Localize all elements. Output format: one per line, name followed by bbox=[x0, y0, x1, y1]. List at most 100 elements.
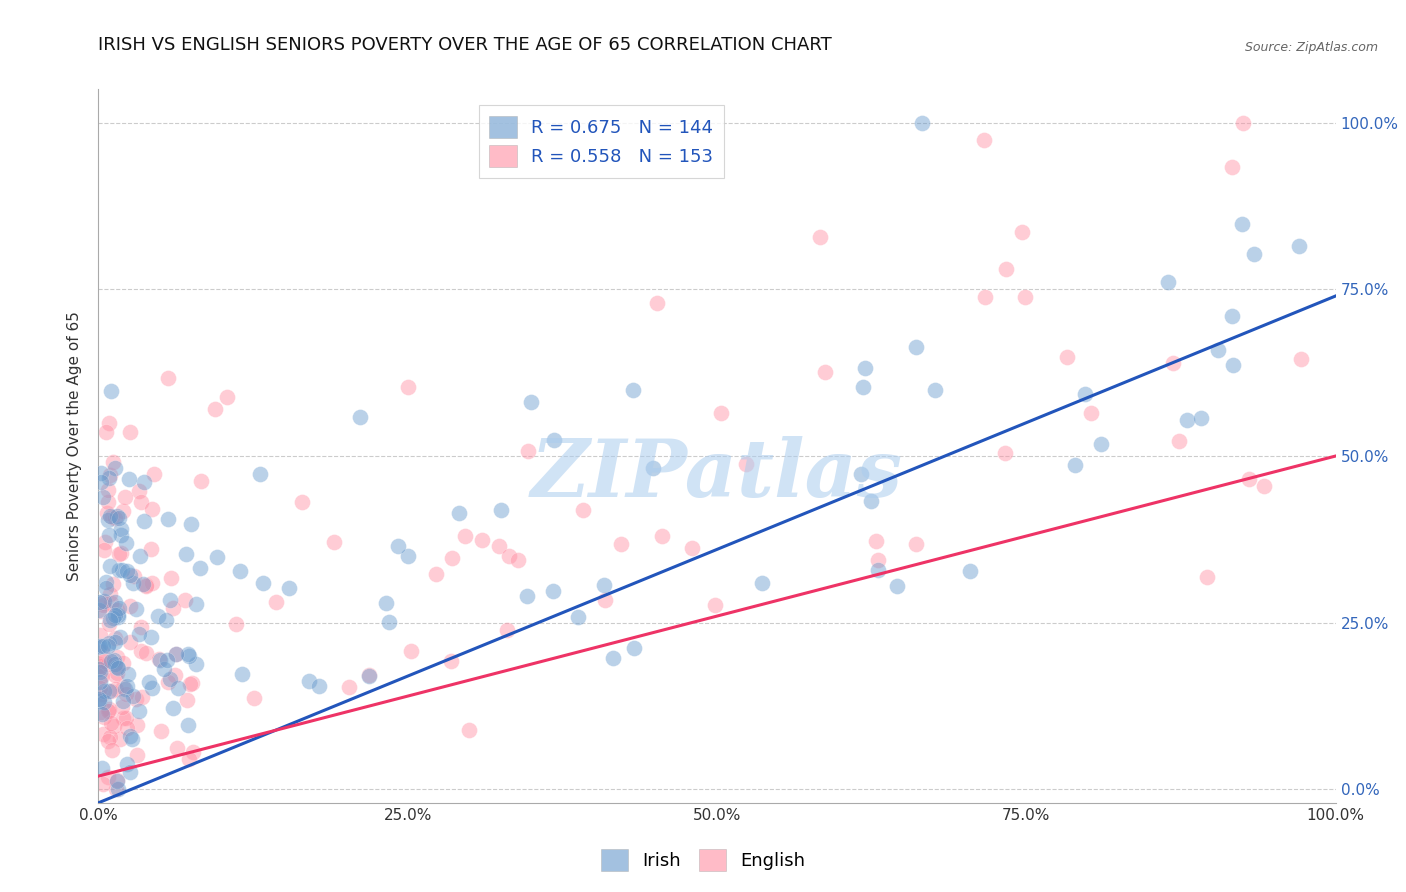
English bbox=[101, 577, 124, 591]
Irish bbox=[138, 674, 160, 689]
English bbox=[125, 718, 148, 732]
Irish bbox=[623, 383, 645, 397]
English bbox=[148, 651, 170, 665]
Irish bbox=[115, 756, 138, 771]
English bbox=[593, 593, 616, 607]
Irish bbox=[118, 764, 141, 779]
Irish bbox=[387, 539, 409, 553]
English bbox=[97, 702, 120, 716]
Irish bbox=[886, 579, 908, 593]
English bbox=[100, 595, 122, 609]
Irish bbox=[98, 636, 121, 650]
English bbox=[91, 727, 114, 741]
Irish bbox=[112, 694, 135, 708]
Irish bbox=[959, 564, 981, 578]
English bbox=[710, 406, 733, 420]
English bbox=[176, 693, 198, 707]
Irish bbox=[115, 679, 138, 693]
Irish bbox=[108, 510, 131, 524]
Irish bbox=[87, 640, 110, 654]
Irish bbox=[1288, 238, 1310, 252]
English bbox=[97, 616, 120, 631]
English bbox=[190, 474, 212, 488]
Irish bbox=[107, 609, 129, 624]
English bbox=[496, 624, 519, 638]
English bbox=[337, 680, 360, 694]
Irish bbox=[101, 611, 124, 625]
Irish bbox=[128, 704, 150, 718]
English bbox=[105, 666, 128, 681]
English bbox=[571, 503, 593, 517]
Irish bbox=[114, 682, 136, 697]
Irish bbox=[357, 669, 380, 683]
English bbox=[401, 643, 423, 657]
English bbox=[141, 576, 163, 591]
English bbox=[135, 577, 157, 591]
Irish bbox=[89, 639, 111, 653]
Irish bbox=[91, 707, 114, 722]
Irish bbox=[129, 549, 152, 564]
English bbox=[165, 648, 187, 662]
Irish bbox=[447, 506, 470, 520]
English bbox=[120, 635, 142, 649]
English bbox=[141, 502, 163, 516]
English bbox=[149, 724, 172, 739]
Irish bbox=[298, 674, 321, 689]
English bbox=[127, 747, 149, 762]
English bbox=[1168, 434, 1191, 448]
Y-axis label: Seniors Poverty Over the Age of 65: Seniors Poverty Over the Age of 65 bbox=[67, 311, 83, 581]
English bbox=[103, 719, 125, 733]
Irish bbox=[103, 635, 125, 649]
Irish bbox=[180, 516, 202, 531]
English bbox=[98, 704, 121, 718]
Irish bbox=[159, 673, 181, 687]
Irish bbox=[378, 615, 401, 629]
Irish bbox=[155, 613, 177, 627]
English bbox=[110, 699, 132, 714]
English bbox=[110, 731, 132, 746]
Irish bbox=[104, 461, 127, 475]
Irish bbox=[97, 513, 120, 527]
English bbox=[135, 579, 157, 593]
English bbox=[703, 598, 725, 612]
English bbox=[425, 566, 447, 581]
Irish bbox=[104, 657, 127, 671]
Irish bbox=[491, 502, 513, 516]
English bbox=[97, 483, 120, 498]
Irish bbox=[128, 627, 150, 641]
English bbox=[808, 230, 831, 244]
Irish bbox=[132, 576, 155, 591]
English bbox=[135, 646, 157, 660]
English bbox=[396, 380, 419, 394]
Irish bbox=[1206, 343, 1229, 358]
Irish bbox=[177, 718, 200, 732]
Irish bbox=[98, 684, 121, 698]
Irish bbox=[90, 467, 112, 481]
Irish bbox=[349, 410, 371, 425]
Text: Source: ZipAtlas.com: Source: ZipAtlas.com bbox=[1244, 40, 1378, 54]
Irish bbox=[1157, 275, 1180, 289]
Irish bbox=[1243, 247, 1265, 261]
Irish bbox=[93, 683, 115, 698]
English bbox=[93, 709, 115, 723]
Irish bbox=[249, 467, 271, 481]
Irish bbox=[100, 508, 122, 523]
English bbox=[471, 533, 494, 548]
English bbox=[94, 535, 117, 549]
English bbox=[440, 654, 463, 668]
Irish bbox=[167, 681, 190, 696]
English bbox=[110, 546, 132, 560]
English bbox=[91, 645, 114, 659]
Irish bbox=[229, 564, 252, 578]
Irish bbox=[97, 527, 120, 541]
Text: ZIPatlas: ZIPatlas bbox=[531, 436, 903, 513]
English bbox=[1080, 406, 1102, 420]
Irish bbox=[1230, 217, 1253, 231]
English bbox=[162, 600, 184, 615]
Irish bbox=[1074, 386, 1097, 401]
English bbox=[101, 510, 124, 524]
Irish bbox=[105, 774, 128, 789]
English bbox=[93, 654, 115, 668]
Irish bbox=[1090, 437, 1112, 451]
Irish bbox=[593, 578, 616, 592]
